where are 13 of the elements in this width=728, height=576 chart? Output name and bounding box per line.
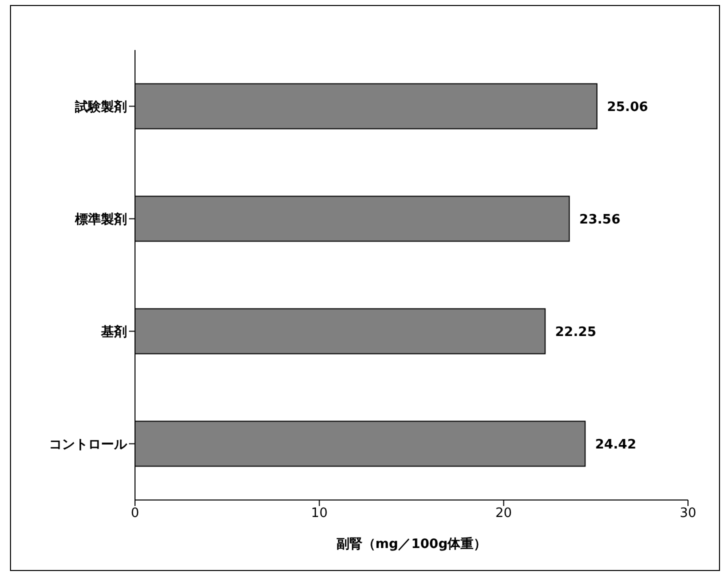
x-tick-label: 0 [130,506,140,522]
y-tick-label: 基剤 [100,324,127,340]
x-tick-label: 10 [311,506,328,522]
y-tick-label: 試験製剤 [74,98,127,115]
y-tick-label: コントロール [49,437,128,452]
data-label: 22.25 [555,324,596,340]
data-label: 24.42 [595,437,636,452]
x-axis-title: 副腎（mg／100g体重） [336,536,487,552]
data-label: 23.56 [579,212,620,228]
y-tick-label: 標準製剤 [74,211,127,228]
x-tick-label: 30 [680,506,696,522]
x-tick-label: 20 [495,506,512,522]
data-label: 25.06 [606,100,648,115]
